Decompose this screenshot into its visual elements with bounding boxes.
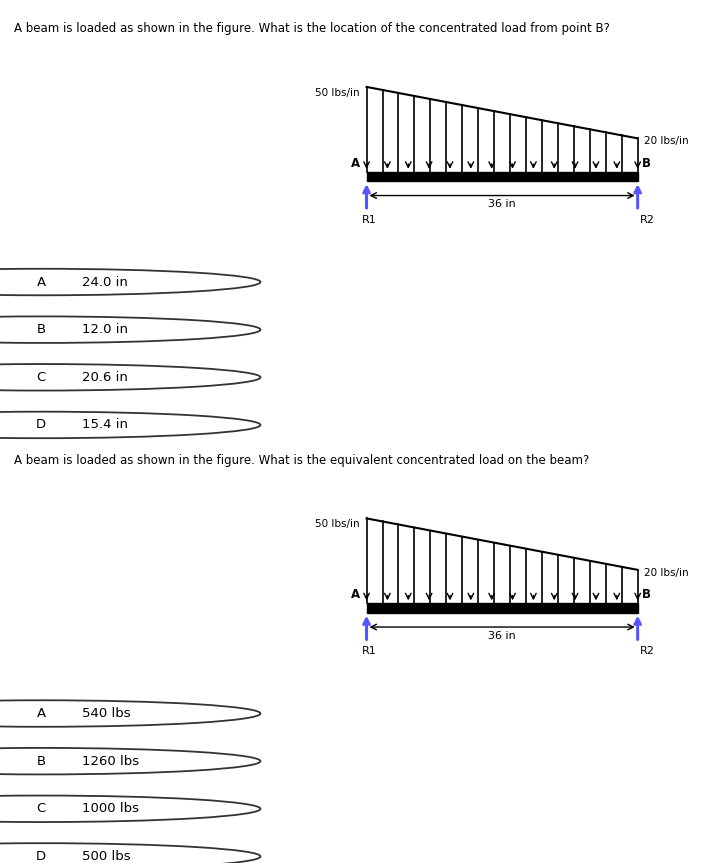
- Text: C: C: [37, 803, 46, 816]
- Text: B: B: [642, 157, 651, 170]
- Text: B: B: [37, 754, 46, 768]
- Bar: [366, 172, 638, 181]
- Text: 50 lbs/in: 50 lbs/in: [315, 88, 360, 98]
- Text: 540 lbs: 540 lbs: [83, 707, 131, 720]
- Text: 24.0 in: 24.0 in: [83, 275, 128, 288]
- Text: 1260 lbs: 1260 lbs: [83, 754, 140, 768]
- Text: C: C: [37, 371, 46, 384]
- Text: 36 in: 36 in: [489, 631, 516, 641]
- Text: A: A: [351, 589, 360, 602]
- Text: A beam is loaded as shown in the figure. What is the location of the concentrate: A beam is loaded as shown in the figure.…: [14, 22, 610, 35]
- Text: D: D: [36, 419, 47, 432]
- Text: A: A: [351, 157, 360, 170]
- Text: B: B: [642, 589, 651, 602]
- Text: D: D: [36, 850, 47, 863]
- Text: 20 lbs/in: 20 lbs/in: [645, 568, 689, 577]
- Text: R2: R2: [640, 646, 654, 656]
- Text: A: A: [37, 707, 46, 720]
- Text: R1: R1: [362, 215, 377, 224]
- Text: B: B: [37, 323, 46, 337]
- Text: A: A: [37, 275, 46, 288]
- Text: 1000 lbs: 1000 lbs: [83, 803, 139, 816]
- Text: 20 lbs/in: 20 lbs/in: [645, 136, 689, 146]
- Bar: [366, 603, 638, 613]
- Text: 500 lbs: 500 lbs: [83, 850, 131, 863]
- Text: R1: R1: [362, 646, 377, 656]
- Text: 12.0 in: 12.0 in: [83, 323, 128, 337]
- Text: 50 lbs/in: 50 lbs/in: [315, 520, 360, 529]
- Text: 36 in: 36 in: [489, 199, 516, 210]
- Text: 15.4 in: 15.4 in: [83, 419, 128, 432]
- Text: 20.6 in: 20.6 in: [83, 371, 128, 384]
- Text: R2: R2: [640, 215, 654, 224]
- Text: A beam is loaded as shown in the figure. What is the equivalent concentrated loa: A beam is loaded as shown in the figure.…: [14, 454, 590, 467]
